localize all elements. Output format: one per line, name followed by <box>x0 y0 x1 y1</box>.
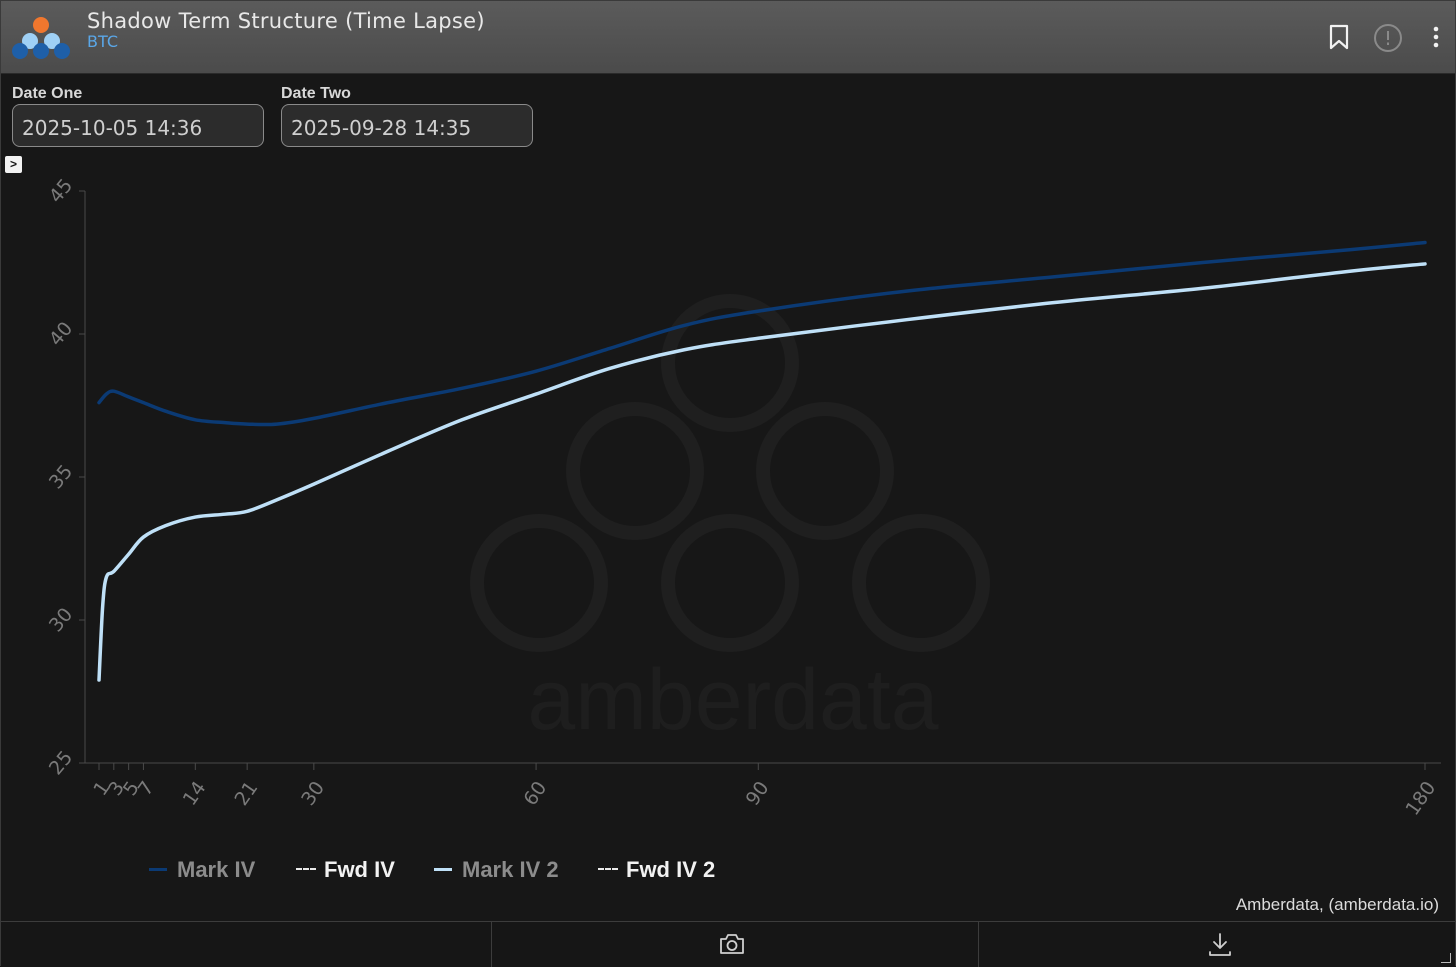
legend-label: Mark IV <box>177 857 256 882</box>
legend-swatch <box>149 867 167 871</box>
y-tick-label: 25 <box>45 747 77 780</box>
date-two-label: Date Two <box>281 85 351 102</box>
x-tick-label: 14 <box>179 777 211 809</box>
y-tick-label: 45 <box>45 175 77 208</box>
bookmark-icon[interactable] <box>1327 23 1351 51</box>
x-tick-label: 90 <box>742 777 774 809</box>
date-one-input[interactable]: 2025-10-05 14:36 <box>12 104 264 147</box>
app-logo-icon <box>12 17 70 59</box>
legend-swatch <box>434 867 452 871</box>
legend-label: Fwd IV <box>324 857 395 882</box>
series-line-mark-iv <box>97 240 1427 427</box>
date-one-label: Date One <box>12 85 83 102</box>
widget-header: Shadow Term Structure (Time Lapse) BTC <box>1 1 1455 74</box>
x-tick-label: 60 <box>519 777 551 809</box>
camera-icon[interactable] <box>718 932 746 956</box>
watermark-logo <box>470 294 990 652</box>
resize-handle[interactable] <box>1441 953 1451 963</box>
x-tick-label: 30 <box>297 777 329 809</box>
more-vertical-icon[interactable] <box>1429 23 1443 53</box>
footer-divider <box>491 922 492 967</box>
legend-item-mark-iv[interactable]: Mark IV <box>149 857 255 883</box>
legend-item-fwd-iv[interactable]: Fwd IV <box>296 857 395 883</box>
widget-footer <box>1 921 1455 967</box>
footer-divider <box>978 922 979 967</box>
download-icon[interactable] <box>1207 932 1233 958</box>
series-line-mark-iv-2 <box>97 262 1427 682</box>
legend-item-mark-iv-2[interactable]: Mark IV 2 <box>434 857 559 883</box>
watermark-text: amberdata <box>527 652 938 748</box>
chart-credit: Amberdata, (amberdata.io) <box>1235 895 1439 914</box>
legend-swatch <box>598 868 618 871</box>
y-tick-label: 40 <box>45 318 77 351</box>
date-two-input[interactable]: 2025-09-28 14:35 <box>281 104 533 147</box>
legend-item-fwd-iv-2[interactable]: Fwd IV 2 <box>598 857 715 883</box>
legend-label: Fwd IV 2 <box>626 857 716 882</box>
x-tick-label: 21 <box>230 777 262 809</box>
expand-panel-button[interactable]: > <box>5 156 22 173</box>
widget-subtitle: BTC <box>87 32 118 51</box>
legend-swatch <box>296 868 316 871</box>
info-icon[interactable] <box>1372 23 1404 55</box>
y-tick-label: 30 <box>45 604 77 637</box>
widget-title: Shadow Term Structure (Time Lapse) <box>87 9 485 33</box>
x-tick-label: 180 <box>1401 777 1440 819</box>
legend-label: Mark IV 2 <box>462 857 559 882</box>
y-tick-label: 35 <box>45 461 77 494</box>
